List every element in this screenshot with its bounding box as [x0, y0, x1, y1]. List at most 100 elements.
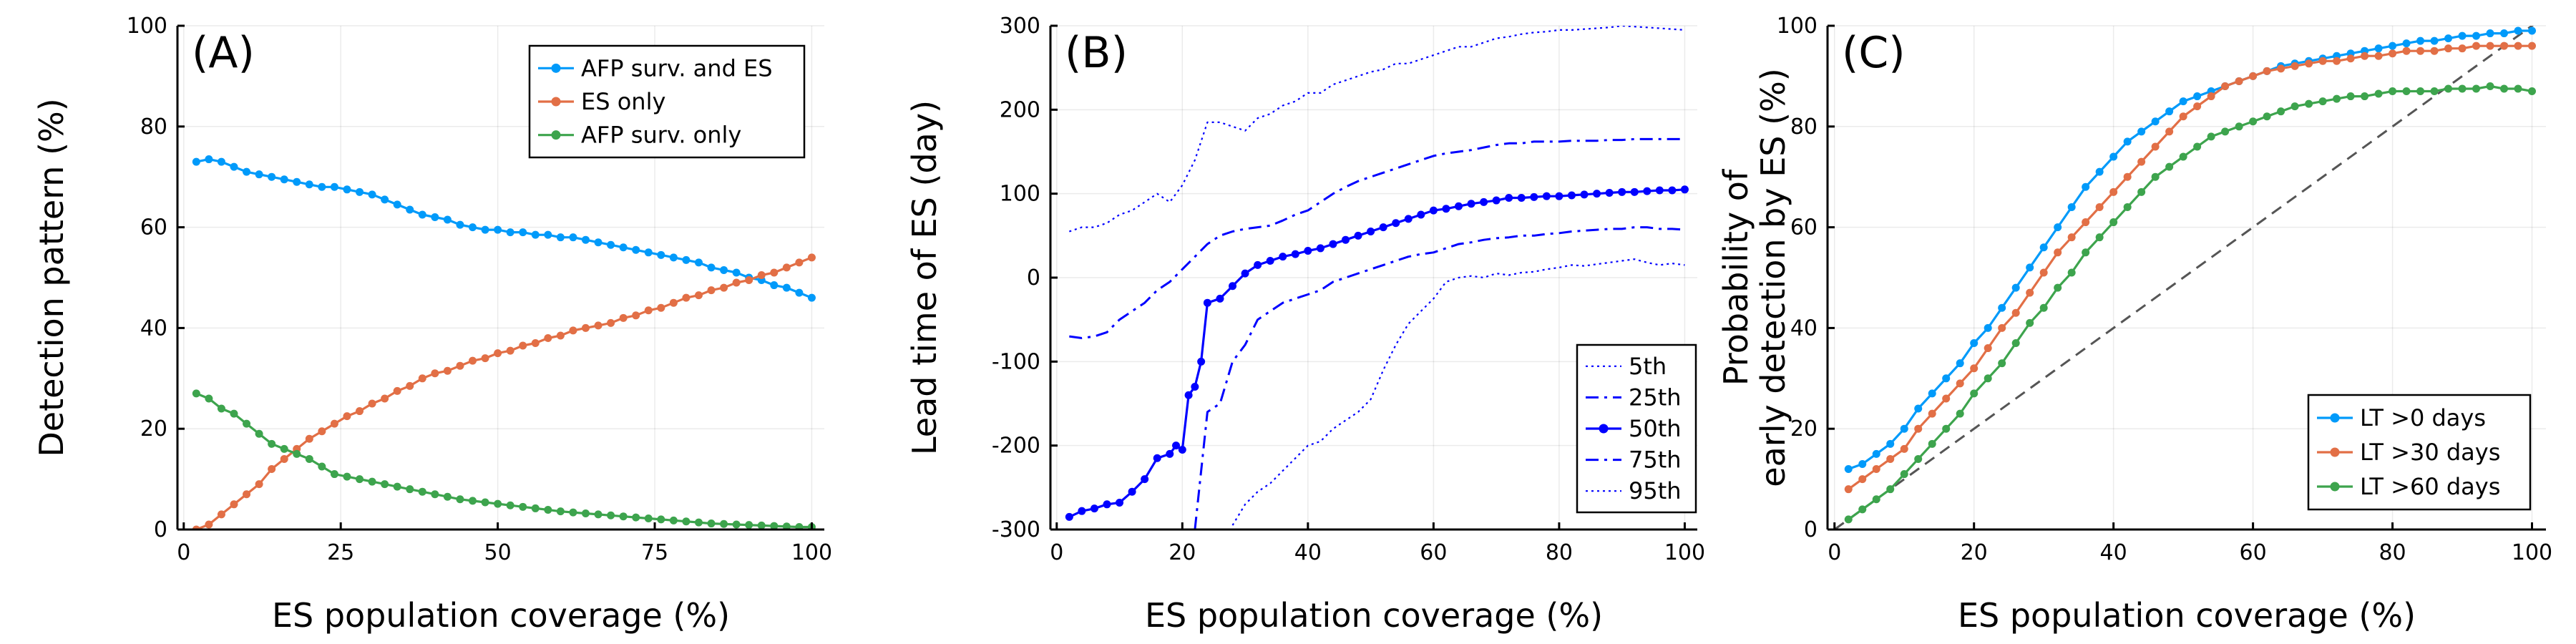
data-point: [2472, 84, 2481, 93]
data-point: [657, 515, 665, 524]
data-point: [2528, 42, 2537, 50]
panel-c: 0 20 40 60 80 100 0 20 40 60 80 100 ES population co…: [1717, 14, 2552, 635]
data-point: [418, 487, 426, 496]
data-point: [1858, 505, 1867, 514]
data-point: [694, 258, 703, 267]
data-point: [293, 177, 301, 186]
x-tick-label: 60: [2240, 540, 2267, 565]
data-point: [243, 419, 251, 428]
data-point: [305, 454, 313, 463]
data-point: [1279, 253, 1287, 261]
data-point: [1970, 339, 1979, 348]
data-point: [1128, 487, 1136, 496]
data-point: [2235, 77, 2243, 85]
data-point: [1900, 424, 1908, 433]
data-point: [2458, 31, 2467, 40]
data-point: [1928, 389, 1936, 398]
legend-label: AFP surv. only: [581, 122, 741, 149]
data-point: [2109, 218, 2118, 227]
data-point: [2361, 52, 2369, 60]
data-point: [368, 190, 376, 199]
data-point: [1065, 512, 1073, 521]
data-point: [2067, 233, 2076, 242]
data-point: [2528, 87, 2537, 96]
data-point: [217, 404, 225, 413]
data-point: [732, 520, 741, 529]
data-point: [330, 182, 338, 191]
data-point: [544, 333, 552, 342]
x-tick-label: 20: [1169, 540, 1196, 565]
data-point: [2528, 26, 2537, 35]
data-point: [2500, 42, 2509, 50]
data-point: [2082, 248, 2090, 257]
data-point: [669, 253, 678, 262]
data-point: [2472, 31, 2481, 40]
data-point: [682, 293, 691, 302]
data-point: [2416, 87, 2425, 96]
data-point: [569, 233, 577, 242]
data-point: [2095, 203, 2104, 211]
data-point: [2277, 64, 2285, 73]
data-point: [720, 265, 728, 274]
legend-swatch-marker: [551, 130, 561, 140]
data-point: [506, 501, 514, 509]
data-point: [481, 498, 489, 507]
data-point: [2346, 54, 2355, 63]
data-point: [1956, 379, 1964, 388]
data-point: [343, 412, 351, 421]
data-point: [519, 502, 527, 511]
data-point: [581, 235, 590, 244]
data-point: [1517, 194, 1526, 203]
data-point: [594, 321, 602, 330]
data-point: [2374, 89, 2383, 98]
data-point: [268, 465, 276, 474]
data-point: [406, 485, 414, 494]
data-point: [644, 248, 653, 257]
data-point: [732, 268, 741, 277]
data-point: [1103, 500, 1111, 509]
data-point: [770, 268, 779, 277]
series-group: [192, 155, 816, 530]
y-tick-label: 20: [1790, 416, 1818, 441]
data-point: [1367, 227, 1375, 235]
y-tick-label: -200: [992, 434, 1040, 459]
data-point: [795, 258, 804, 267]
data-point: [268, 439, 276, 448]
data-point: [2137, 157, 2146, 166]
data-point: [494, 225, 502, 234]
data-point: [1216, 294, 1224, 303]
data-point: [2207, 132, 2215, 141]
data-point: [1643, 187, 1652, 195]
data-point: [469, 356, 477, 365]
data-point: [1998, 359, 2006, 368]
data-point: [2137, 127, 2146, 136]
data-point: [1172, 441, 1181, 450]
legend-label: 95th: [1629, 477, 1682, 504]
data-point: [2430, 36, 2439, 45]
legend-swatch-marker: [2330, 447, 2340, 457]
data-point: [2305, 99, 2313, 108]
data-point: [1844, 485, 1853, 494]
data-point: [1454, 202, 1463, 210]
data-point: [2249, 72, 2258, 80]
data-point: [1872, 449, 1880, 458]
data-point: [406, 205, 414, 214]
x-tick-label: 25: [327, 540, 354, 565]
data-point: [2109, 152, 2118, 161]
series-line-4: [1068, 26, 1685, 233]
data-point: [2514, 26, 2522, 35]
panel-a: 0 25 50 75 100 0 20 40 60 80 100 ES population cove…: [32, 14, 832, 635]
data-point: [2095, 233, 2104, 242]
panel-b: 0 20 40 60 80 100 -300 -200 -100 0 100 200 300 ES pop…: [905, 14, 1705, 635]
y-tick-label: 80: [1790, 114, 1818, 140]
data-point: [632, 311, 640, 320]
data-point: [456, 220, 464, 229]
data-point: [205, 394, 213, 403]
data-point: [2444, 84, 2453, 93]
data-point: [1914, 424, 1923, 433]
data-point: [720, 519, 728, 528]
data-point: [770, 281, 779, 290]
data-point: [305, 434, 313, 443]
data-point: [2263, 112, 2271, 121]
data-point: [669, 298, 678, 307]
